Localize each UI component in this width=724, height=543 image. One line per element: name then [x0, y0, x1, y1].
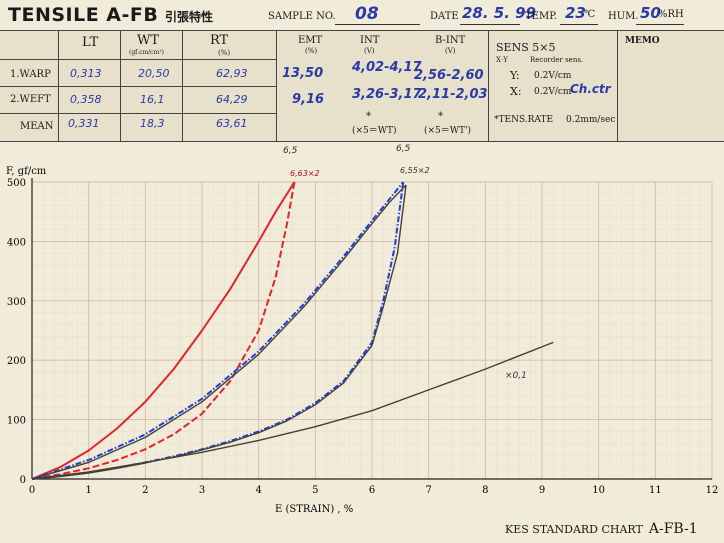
sample-label: SAMPLE NO.: [268, 11, 336, 22]
brand-subtitle: 引張特性: [165, 10, 214, 24]
x-tick-label: 3: [199, 485, 205, 496]
mean-rt: 63,61: [216, 117, 248, 130]
footer-text: KES STANDARD CHART: [505, 523, 643, 536]
weft-wt: 16,1: [140, 93, 165, 106]
col-int-unit: (V): [364, 47, 375, 55]
mean-wt: 18,3: [140, 117, 165, 130]
memo-label: MEMO: [625, 36, 660, 46]
col-rt: RT: [210, 33, 229, 48]
int-note: (×5＝WT): [352, 126, 397, 136]
x-axis-label: E (STRAIN) , %: [275, 504, 353, 515]
hum-label: HUM.: [608, 11, 639, 22]
sens-x-label: X:: [510, 85, 522, 98]
x-tick-label: 4: [255, 485, 261, 496]
temp-value: 23: [565, 4, 586, 22]
date-value: 28. 5. 99: [462, 4, 537, 22]
col-emt-unit: (%): [305, 47, 318, 55]
weft-emt: 9,16: [292, 92, 325, 107]
y-axis-label: F, gf/cm: [6, 166, 47, 177]
tens-rate-label: *TENS.RATE: [494, 115, 554, 125]
annotation-65-right: 6,5: [396, 144, 411, 154]
series-curve-5: [31, 184, 407, 480]
x-tick-label: 1: [85, 485, 91, 496]
sens-xy: X·Y: [496, 56, 508, 64]
annotation-scale: ×0,1: [505, 371, 527, 381]
sens-x-value: 0.2V/cm: [534, 87, 572, 97]
results-table: LT WT (gf.cm/cm²) RT (%) EMT (%) INT (V)…: [0, 30, 724, 142]
y-tick-label: 500: [7, 178, 26, 189]
sens-title: SENS 5×5: [496, 41, 556, 54]
col-wt: WT: [137, 33, 160, 48]
col-lt: LT: [82, 35, 99, 50]
y-tick-label: 300: [7, 297, 26, 308]
x-tick-label: 10: [592, 485, 605, 496]
series-curve-3: [31, 181, 404, 480]
row-warp: 1.WARP: [10, 69, 51, 80]
y-tick-label: 400: [7, 237, 26, 248]
sample-value: 08: [355, 4, 379, 24]
y-tick-label: 100: [7, 416, 26, 427]
x-tick-label: 7: [425, 485, 431, 496]
sens-y-label: Y:: [510, 69, 520, 82]
col-bint: B-INT: [435, 35, 466, 46]
x-tick-label: 9: [539, 485, 545, 496]
col-rt-unit: (%): [218, 49, 231, 57]
x-tick-label: 2: [142, 485, 148, 496]
x-tick-label: 11: [649, 485, 662, 496]
int-star: *: [366, 111, 371, 122]
weft-lt: 0,358: [70, 93, 102, 106]
tens-rate-value: 0.2mm/sec: [566, 115, 616, 125]
bint-note: (×5＝WT'): [424, 126, 472, 136]
sens-y-value: 0.2V/cm: [534, 71, 572, 81]
warp-bint: 2,56-2,60: [414, 68, 484, 83]
footer: KES STANDARD CHART A-FB-1: [505, 521, 698, 537]
chart-axes: [31, 178, 712, 480]
series-curve-1: [31, 181, 296, 480]
chart-grid: [31, 181, 713, 480]
warp-lt: 0,313: [70, 67, 102, 80]
row-weft: 2.WEFT: [10, 94, 51, 105]
x-tick-label: 12: [706, 485, 719, 496]
annotation-blue-peak: 6,55×2: [400, 166, 430, 175]
series-curve-2: [31, 181, 296, 480]
hum-value: 50: [640, 4, 661, 22]
temp-unit: ℃: [584, 9, 596, 20]
date-label: DATE: [430, 11, 459, 22]
col-wt-unit: (gf.cm/cm²): [129, 49, 164, 56]
brand-title: TENSILE A-FB: [8, 4, 159, 26]
y-tick-label: 200: [7, 356, 26, 367]
annotation-red-peak: 6,63×2: [290, 169, 320, 178]
hum-unit: %RH: [658, 9, 684, 20]
sens-x-note: Ch.ctr: [570, 82, 611, 96]
bint-star: *: [438, 111, 443, 122]
y-tick-label: 0: [20, 475, 26, 486]
col-int: INT: [360, 35, 380, 46]
col-emt: EMT: [298, 35, 323, 46]
series-curve-4: [31, 181, 405, 480]
x-tick-label: 6: [369, 485, 375, 496]
mean-lt: 0,331: [68, 117, 100, 130]
x-tick-label: 8: [482, 485, 488, 496]
weft-rt: 64,29: [216, 93, 248, 106]
warp-rt: 62,93: [216, 67, 248, 80]
row-mean: MEAN: [20, 121, 54, 132]
warp-emt: 13,50: [282, 66, 324, 81]
weft-int: 3,26-3,17: [352, 87, 422, 102]
warp-int: 4,02-4,17: [352, 60, 422, 75]
x-tick-label: 0: [29, 485, 35, 496]
weft-bint: 2,11-2,03: [418, 87, 488, 102]
x-tick-label: 5: [312, 485, 318, 496]
annotation-65-left: 6,5: [283, 146, 298, 156]
temp-label: TEMP.: [525, 11, 558, 22]
chart-curves: [31, 181, 554, 480]
sens-recorder: Recorder sens.: [530, 56, 584, 64]
header: TENSILE A-FB 引張特性 SAMPLE NO. 08 DATE 28.…: [0, 0, 724, 30]
warp-wt: 20,50: [138, 67, 170, 80]
footer-code: A-FB-1: [648, 521, 698, 537]
series-curve-7: [31, 341, 554, 480]
series-curve-6: [31, 184, 407, 480]
col-bint-unit: (V): [445, 47, 456, 55]
